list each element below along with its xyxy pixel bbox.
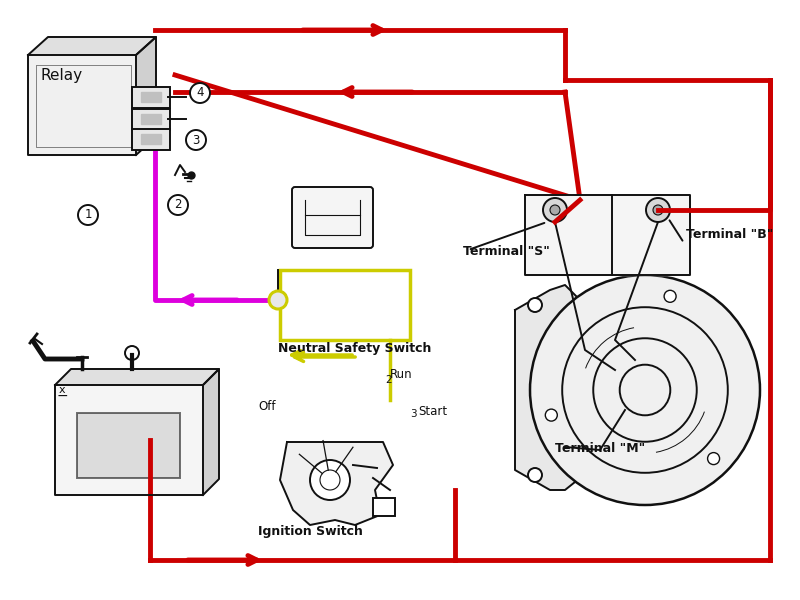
Polygon shape <box>280 442 393 525</box>
Circle shape <box>543 198 567 222</box>
Circle shape <box>664 290 676 302</box>
Text: 3: 3 <box>410 409 417 419</box>
Circle shape <box>530 275 760 505</box>
Text: x: x <box>59 385 66 395</box>
Polygon shape <box>136 37 156 155</box>
Circle shape <box>707 452 719 464</box>
Polygon shape <box>203 369 219 495</box>
Text: Ignition Switch: Ignition Switch <box>258 525 363 538</box>
Circle shape <box>646 198 670 222</box>
Bar <box>77 413 180 478</box>
Text: −: − <box>57 389 69 403</box>
Circle shape <box>310 460 350 500</box>
Bar <box>280 270 410 340</box>
Text: Terminal "B": Terminal "B" <box>686 228 774 241</box>
Text: Neutral Safety Switch: Neutral Safety Switch <box>278 342 431 355</box>
Polygon shape <box>515 285 590 490</box>
Circle shape <box>269 291 287 309</box>
Text: 2: 2 <box>174 199 182 211</box>
FancyBboxPatch shape <box>131 86 170 107</box>
Circle shape <box>78 205 98 225</box>
Text: 2: 2 <box>385 375 392 385</box>
Text: 3: 3 <box>192 133 200 146</box>
FancyBboxPatch shape <box>131 128 170 149</box>
Polygon shape <box>55 385 203 495</box>
Text: 4: 4 <box>196 86 204 100</box>
Bar <box>373 498 395 516</box>
Circle shape <box>528 298 542 312</box>
Text: Off: Off <box>258 400 275 413</box>
Circle shape <box>653 205 663 215</box>
Text: 1: 1 <box>84 208 92 221</box>
Circle shape <box>528 468 542 482</box>
FancyBboxPatch shape <box>131 109 170 130</box>
Text: Start: Start <box>418 405 447 418</box>
Circle shape <box>168 195 188 215</box>
Text: Terminal "S": Terminal "S" <box>463 245 550 258</box>
Polygon shape <box>141 92 161 102</box>
Polygon shape <box>28 55 136 155</box>
Polygon shape <box>525 195 690 275</box>
Circle shape <box>546 409 558 421</box>
Text: Run: Run <box>390 368 413 381</box>
Circle shape <box>186 130 206 150</box>
Text: Terminal "M": Terminal "M" <box>555 442 646 455</box>
Polygon shape <box>28 37 156 55</box>
Circle shape <box>190 83 210 103</box>
Polygon shape <box>141 134 161 144</box>
Polygon shape <box>141 114 161 124</box>
Circle shape <box>550 205 560 215</box>
Text: Relay: Relay <box>40 68 82 83</box>
FancyBboxPatch shape <box>292 187 373 248</box>
Polygon shape <box>55 369 219 385</box>
